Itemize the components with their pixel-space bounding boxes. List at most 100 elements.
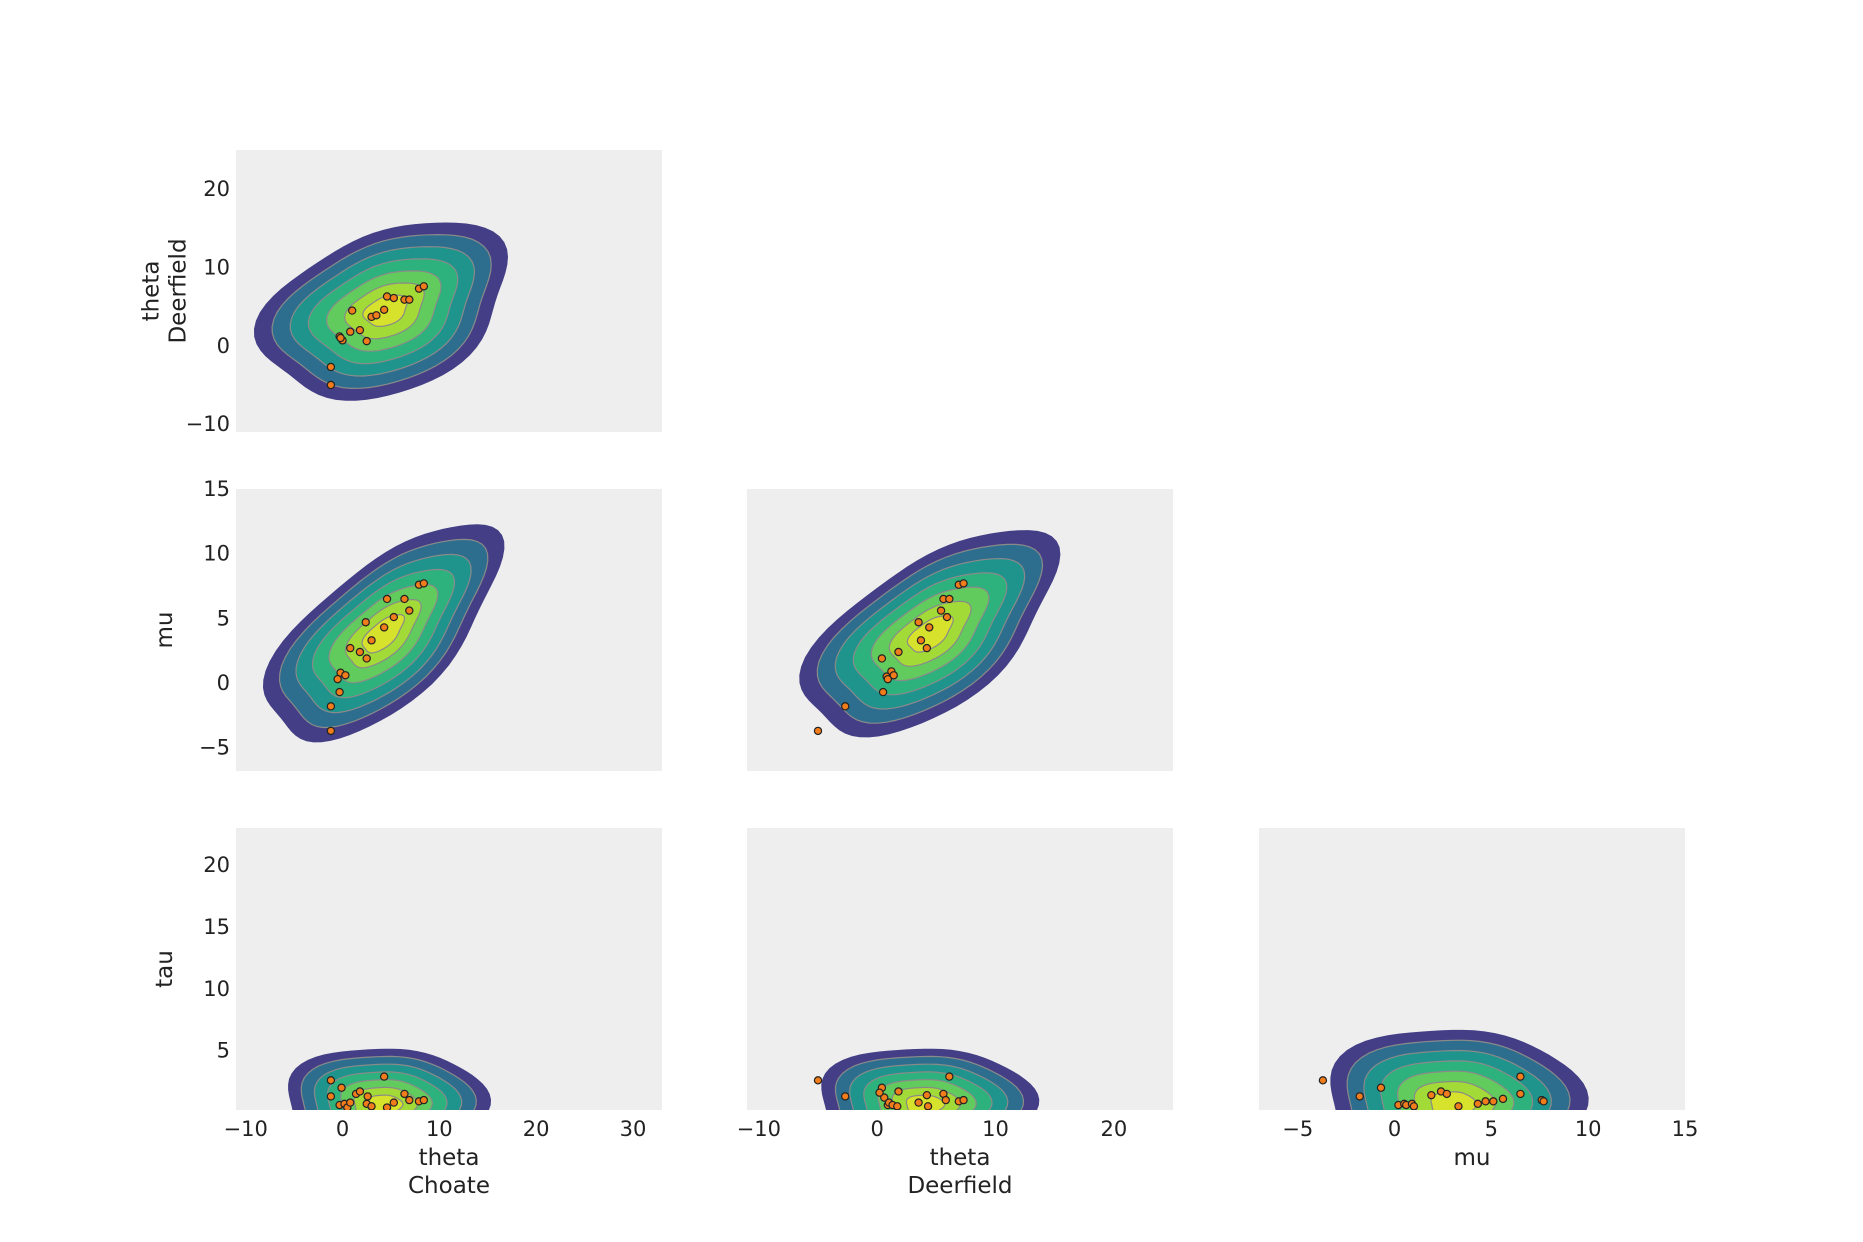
scatter-points — [1318, 1072, 1548, 1110]
data-point — [1376, 1083, 1386, 1092]
scatter-points — [813, 579, 968, 736]
data-point — [419, 1095, 429, 1105]
data-point — [326, 1092, 336, 1101]
data-point — [336, 333, 345, 343]
data-point — [1442, 1089, 1452, 1099]
x-tick-label: −10 — [224, 1117, 268, 1141]
data-point — [389, 1098, 399, 1107]
subplot-6: −5 0 5 10 15 mu — [1259, 828, 1699, 1171]
y-tick-label: 0 — [217, 334, 230, 358]
data-point — [355, 1087, 365, 1096]
data-point — [346, 327, 355, 336]
data-point — [419, 579, 429, 588]
y-tick-label: 15 — [203, 915, 230, 939]
x-tick-label: 0 — [336, 1117, 349, 1141]
x-tick-label: 10 — [426, 1117, 453, 1141]
data-point — [326, 380, 336, 390]
data-point — [367, 636, 376, 645]
data-point — [363, 1092, 372, 1101]
data-point — [382, 1103, 392, 1110]
data-point — [355, 647, 365, 657]
x-tick-label: 15 — [1672, 1117, 1699, 1141]
data-point — [382, 292, 392, 301]
data-point — [362, 654, 371, 663]
y-axis-label: theta — [139, 261, 165, 322]
data-point — [341, 671, 350, 680]
y-axis-label: tau — [152, 950, 178, 988]
data-point — [326, 1076, 336, 1085]
data-point — [914, 618, 923, 627]
data-point — [841, 702, 850, 711]
data-point — [389, 612, 399, 622]
data-point — [894, 1087, 903, 1096]
data-point — [419, 282, 429, 291]
y-axis-label: Deerfield — [166, 238, 192, 343]
data-point — [889, 671, 898, 680]
data-point — [1318, 1076, 1328, 1085]
data-point — [813, 1076, 823, 1085]
data-point — [936, 606, 946, 615]
data-point — [945, 594, 954, 604]
data-point — [942, 612, 952, 622]
data-point — [1498, 1094, 1508, 1104]
x-tick-label: 10 — [1575, 1117, 1602, 1141]
data-point — [1516, 1089, 1525, 1099]
scatter-points — [326, 282, 429, 390]
x-axis-label: Choate — [408, 1173, 490, 1199]
data-point — [875, 1088, 884, 1097]
x-axis-label: mu — [1454, 1145, 1491, 1171]
data-point — [959, 579, 968, 588]
data-point — [379, 1072, 389, 1081]
subplot-1: −10 0 10 20 theta Deerfield — [139, 150, 662, 436]
x-tick-label: 30 — [620, 1117, 647, 1141]
data-point — [335, 687, 344, 697]
y-tick-label: 20 — [203, 853, 230, 877]
data-point — [400, 1089, 409, 1099]
data-point — [914, 1098, 923, 1107]
data-point — [346, 643, 355, 653]
data-point — [923, 1102, 933, 1110]
y-tick-label: 5 — [217, 1039, 230, 1063]
y-tick-label: 5 — [217, 606, 230, 630]
contour-level-7 — [1430, 1091, 1478, 1110]
data-point — [1516, 1072, 1525, 1081]
subplot-2: −5 0 5 10 15 mu — [152, 477, 662, 771]
scatter-points — [813, 1072, 968, 1110]
data-point — [355, 325, 365, 335]
data-point — [405, 295, 414, 304]
scatter-points — [326, 1072, 429, 1110]
data-point — [1481, 1097, 1490, 1106]
data-point — [894, 647, 903, 657]
y-axis-label: mu — [152, 612, 178, 649]
data-point — [346, 1098, 355, 1107]
subplot-3 — [747, 489, 1173, 771]
data-point — [813, 726, 823, 736]
data-point — [916, 636, 926, 645]
x-tick-label: 20 — [1100, 1117, 1127, 1141]
data-point — [326, 362, 336, 372]
data-point — [922, 643, 932, 653]
x-tick-label: −10 — [737, 1117, 781, 1141]
data-point — [326, 726, 336, 736]
data-point — [959, 1095, 968, 1105]
data-point — [400, 594, 409, 604]
data-point — [405, 1095, 414, 1105]
x-tick-label: 0 — [870, 1117, 883, 1141]
data-point — [1355, 1092, 1364, 1101]
y-tick-label: 15 — [203, 477, 230, 501]
data-point — [379, 305, 389, 314]
data-point — [347, 306, 357, 315]
data-point — [1409, 1102, 1419, 1110]
data-point — [372, 311, 381, 320]
data-point — [389, 293, 399, 303]
scatter-points — [326, 579, 429, 736]
y-tick-label: −5 — [199, 736, 230, 760]
data-point — [877, 654, 887, 663]
y-tick-label: 20 — [203, 177, 230, 201]
data-point — [362, 336, 371, 346]
data-point — [1473, 1099, 1483, 1109]
kde-contours — [1330, 1029, 1589, 1110]
data-point — [880, 1093, 889, 1102]
kde-contours — [799, 530, 1061, 738]
